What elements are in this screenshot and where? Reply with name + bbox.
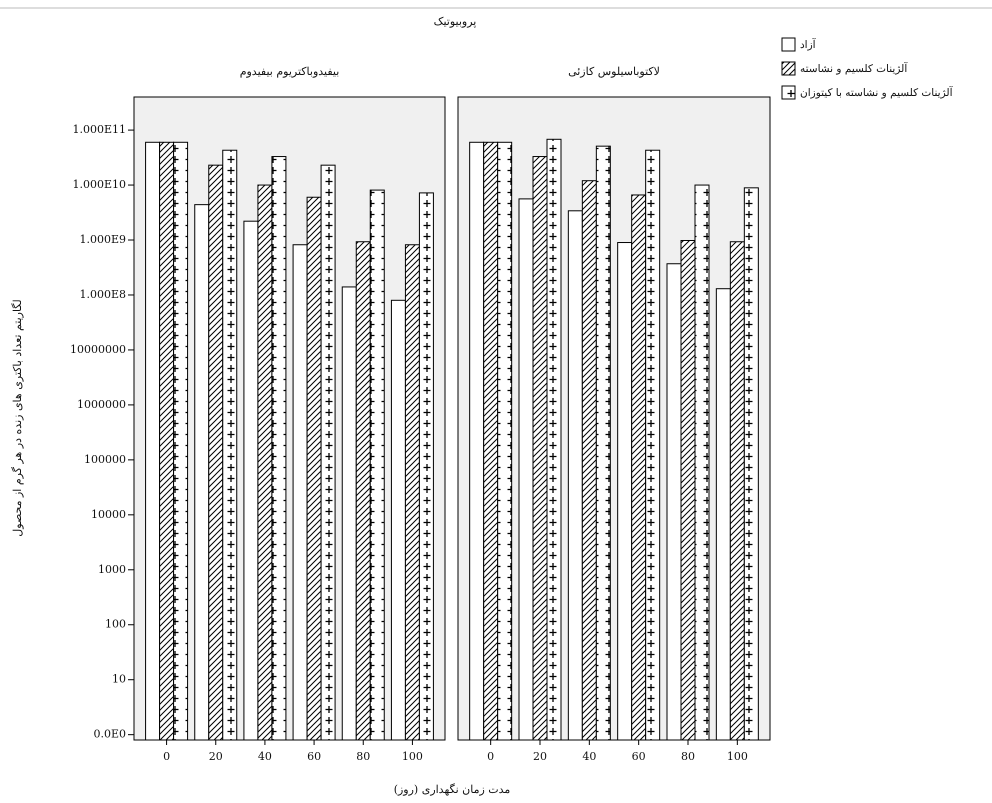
y-tick-label: 1.000E11 — [72, 123, 126, 136]
legend-label: آلژینات کلسیم و نشاسته با کیتوزان — [800, 86, 954, 99]
y-tick-label: 1000 — [98, 563, 126, 576]
y-tick-label: 1.000E8 — [79, 288, 126, 301]
bar — [666, 263, 682, 741]
x-tick-label: 40 — [258, 750, 272, 763]
bar — [292, 244, 308, 741]
bar — [208, 164, 224, 741]
legend-swatch — [781, 61, 796, 76]
legend-label: آزاد — [800, 38, 817, 51]
x-tick-label: 80 — [681, 750, 695, 763]
legend-swatch — [781, 37, 796, 52]
legend-swatch — [781, 85, 796, 100]
x-tick-label: 20 — [533, 750, 547, 763]
bar — [222, 149, 238, 741]
bar — [404, 244, 420, 741]
chart-title: پروبیوتیک — [434, 15, 477, 28]
bar — [483, 141, 499, 741]
bar — [680, 239, 696, 741]
bar — [257, 184, 273, 741]
x-tick-label: 80 — [356, 750, 370, 763]
y-tick-label: 1000000 — [77, 398, 126, 411]
bar — [617, 242, 633, 741]
bar — [631, 194, 647, 741]
y-tick-label: 0.0E0 — [93, 728, 126, 741]
bar — [145, 141, 161, 741]
bar — [743, 187, 759, 741]
y-tick-label: 1.000E9 — [79, 233, 126, 246]
bar — [159, 141, 175, 741]
bar — [729, 241, 745, 741]
x-axis-label: مدت زمان نگهداری (روز) — [394, 783, 511, 796]
x-tick-label: 100 — [402, 750, 423, 763]
x-tick-label: 0 — [487, 750, 494, 763]
legend-label: آلژینات کلسیم و نشاسته — [800, 62, 908, 75]
bar — [497, 141, 513, 741]
bar — [546, 138, 562, 741]
bar — [581, 180, 597, 741]
bar — [715, 288, 731, 741]
bar — [694, 184, 710, 741]
x-tick-label: 60 — [307, 750, 321, 763]
bar — [194, 204, 210, 741]
bar — [341, 286, 357, 741]
panel-title: لاکتوباسیلوس کازئی — [568, 65, 660, 78]
bar — [243, 220, 259, 741]
bar — [469, 141, 485, 741]
bar — [173, 141, 189, 741]
x-tick-label: 20 — [209, 750, 223, 763]
x-tick-label: 0 — [163, 750, 170, 763]
x-tick-label: 60 — [632, 750, 646, 763]
bar — [306, 196, 322, 741]
y-tick-label: 100000 — [84, 453, 126, 466]
bar — [320, 164, 336, 741]
y-tick-label: 100 — [105, 618, 126, 631]
y-tick-label: 1.000E10 — [72, 178, 126, 191]
bar — [271, 156, 287, 741]
bar — [390, 299, 406, 741]
bar — [645, 149, 661, 741]
y-tick-label: 10 — [112, 673, 126, 686]
bar — [532, 156, 548, 741]
y-tick-label: 10000000 — [70, 343, 126, 356]
bar — [418, 192, 434, 741]
bar — [518, 198, 534, 741]
y-tick-label: 10000 — [91, 508, 126, 521]
bar — [567, 210, 583, 741]
bar — [369, 189, 385, 741]
y-axis-label: لگاریتم تعداد باکتری های زنده در هر گرم … — [11, 299, 24, 536]
x-tick-label: 100 — [727, 750, 748, 763]
bar — [595, 145, 611, 741]
x-tick-label: 40 — [582, 750, 596, 763]
bar — [355, 241, 371, 741]
panel-title: بیفیدوباکتریوم بیفیدوم — [240, 65, 340, 78]
